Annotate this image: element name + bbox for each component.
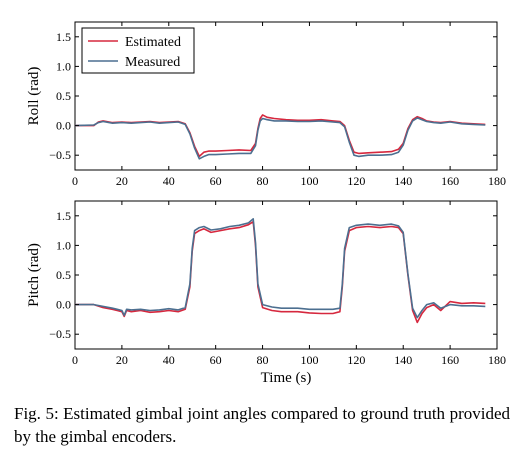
roll-x-tick-label: 120 <box>347 174 365 188</box>
pitch-x-tick-label: 60 <box>210 353 222 367</box>
roll-y-tick-label: 1.0 <box>56 59 71 73</box>
pitch-series-group <box>75 218 486 324</box>
pitch-x-tick-label: 40 <box>163 353 175 367</box>
legend-box <box>81 27 195 74</box>
pitch-y-tick-label: −0.5 <box>49 327 71 341</box>
pitch-y-tick-label: 1.0 <box>56 238 71 252</box>
roll-x-tick-label: 40 <box>163 174 175 188</box>
roll-y-tick-label: 0.0 <box>56 119 71 133</box>
pitch-x-tick-label: 80 <box>257 353 269 367</box>
roll-y-tick-label: −0.5 <box>49 148 71 162</box>
roll-y-axis-label: Roll (rad) <box>26 67 42 126</box>
pitch-y-axis-label: Pitch (rad) <box>26 243 42 307</box>
pitch-x-tick-label: 20 <box>116 353 128 367</box>
pitch-x-tick-label: 180 <box>488 353 506 367</box>
roll-y-tick-label: 1.5 <box>56 30 71 44</box>
pitch-x-tick-label: 160 <box>441 353 459 367</box>
pitch-x-tick-label: 120 <box>347 353 365 367</box>
pitch-plot-frame <box>74 200 498 350</box>
roll-x-tick-label: 140 <box>394 174 412 188</box>
pitch-ticks: 0 20 40 60 80 100 120 140 160 180 −0.5 0.0 0.5 1.0 1.5 <box>49 201 506 367</box>
roll-series-measured-line <box>74 117 486 160</box>
time-x-axis-label: Time (s) <box>261 370 312 386</box>
pitch-y-tick-label: 0.5 <box>56 268 71 282</box>
roll-x-tick-label: 160 <box>441 174 459 188</box>
legend: Estimated Measured <box>81 27 195 74</box>
roll-ticks: 0 20 40 60 80 100 120 140 160 180 −0.5 0.0 0.5 1.0 1.5 <box>49 22 506 188</box>
roll-x-tick-label: 20 <box>116 174 128 188</box>
pitch-y-tick-label: 0.0 <box>56 298 71 312</box>
roll-x-tick-label: 100 <box>300 174 318 188</box>
roll-x-tick-label: 180 <box>488 174 506 188</box>
figure: 0 20 40 60 80 100 120 140 160 180 −0.5 0.0 0.5 1.0 1.5… <box>26 21 506 386</box>
roll-y-tick-label: 0.5 <box>56 89 71 103</box>
pitch-plot: 0 20 40 60 80 100 120 140 160 180 −0.5 0.0 0.5 1.0 1.5… <box>26 200 506 386</box>
pitch-x-tick-label: 140 <box>394 353 412 367</box>
roll-x-tick-label: 60 <box>210 174 222 188</box>
figure-caption: Fig. 5: Estimated gimbal joint angles co… <box>14 404 510 446</box>
pitch-x-tick-label: 0 <box>72 353 78 367</box>
pitch-series-measured-line <box>75 218 486 319</box>
legend-measured-label: Measured <box>125 55 180 70</box>
roll-plot: 0 20 40 60 80 100 120 140 160 180 −0.5 0.0 0.5 1.0 1.5… <box>26 21 506 188</box>
roll-x-tick-label: 0 <box>72 174 78 188</box>
roll-x-tick-label: 80 <box>257 174 269 188</box>
legend-estimated-label: Estimated <box>125 35 181 50</box>
roll-series-group <box>74 114 486 160</box>
pitch-y-tick-label: 1.5 <box>56 209 71 223</box>
pitch-x-tick-label: 100 <box>300 353 318 367</box>
